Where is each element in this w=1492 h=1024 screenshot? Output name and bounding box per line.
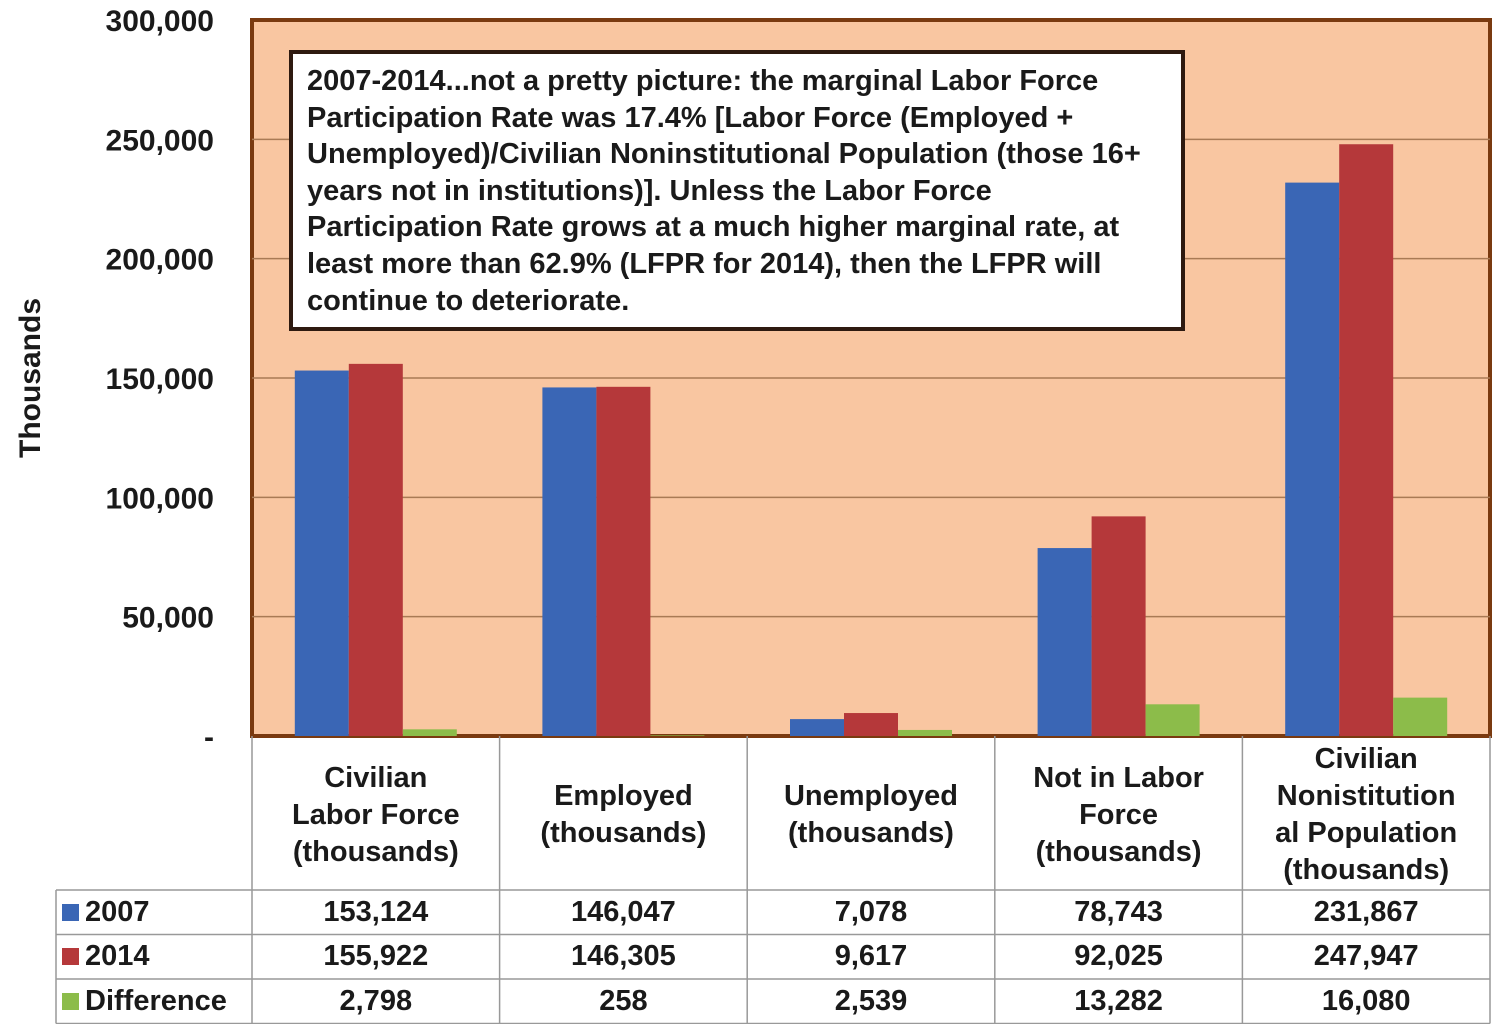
table-cell-2007: 146,047 bbox=[570, 895, 676, 928]
category-label: Not in Labor Force (thousands) bbox=[1033, 761, 1204, 868]
y-tick-label: 250,000 bbox=[106, 124, 214, 157]
table-cell-2007: 7,078 bbox=[834, 895, 908, 928]
legend-entry-difference: Difference bbox=[62, 979, 227, 1023]
y-tick-label: 200,000 bbox=[106, 244, 214, 277]
table-cell-difference: 258 bbox=[599, 984, 648, 1017]
y-tick-label: 300,000 bbox=[106, 5, 214, 38]
table-cell-2007: 78,743 bbox=[1074, 895, 1163, 928]
legend-swatch bbox=[62, 992, 79, 1010]
y-tick-label: 50,000 bbox=[122, 602, 214, 635]
bar-difference-3 bbox=[898, 729, 952, 736]
legend-swatch bbox=[62, 903, 79, 921]
table-cell-2014: 92,025 bbox=[1074, 940, 1163, 972]
legend-label: 2007 bbox=[85, 895, 150, 928]
bar-2014-4 bbox=[1091, 516, 1146, 736]
bar-2007-4 bbox=[1037, 548, 1092, 736]
bar-2007-5 bbox=[1285, 182, 1340, 736]
annotation-box: 2007-2014...not a pretty picture: the ma… bbox=[289, 50, 1185, 331]
category-label: Civilian Nonistitution al Population (th… bbox=[1275, 743, 1458, 886]
table-cell-2014: 155,922 bbox=[323, 940, 429, 972]
table-cell-difference: 2,539 bbox=[834, 984, 908, 1017]
legend-entry-2014: 2014 bbox=[62, 935, 150, 979]
table-cell-2007: 231,867 bbox=[1313, 895, 1419, 928]
annotation-text: 2007-2014...not a pretty picture: the ma… bbox=[307, 65, 1141, 317]
bar-2014-3 bbox=[844, 713, 898, 736]
legend-label: 2014 bbox=[85, 940, 150, 972]
table-cell-2014: 9,617 bbox=[834, 940, 908, 972]
table-cell-2014: 247,947 bbox=[1313, 940, 1419, 972]
legend-swatch bbox=[62, 948, 79, 965]
table-cell-difference: 16,080 bbox=[1321, 984, 1411, 1017]
bar-difference-1 bbox=[402, 729, 457, 736]
legend-label: Difference bbox=[85, 984, 227, 1017]
category-label: Unemployed (thousands) bbox=[783, 780, 958, 849]
bar-2007-1 bbox=[294, 370, 349, 736]
category-label: Employed (thousands) bbox=[540, 780, 707, 849]
table-cell-2014: 146,305 bbox=[570, 940, 676, 972]
table-cell-2007: 153,124 bbox=[323, 895, 429, 928]
bar-2014-2 bbox=[596, 386, 651, 736]
y-tick-label: - bbox=[204, 721, 214, 754]
bar-2007-3 bbox=[790, 719, 844, 736]
bar-2014-1 bbox=[348, 363, 403, 736]
table-cell-difference: 13,282 bbox=[1074, 984, 1163, 1017]
bar-difference-2 bbox=[650, 735, 705, 736]
y-tick-label: 150,000 bbox=[106, 363, 214, 396]
table-cell-difference: 2,798 bbox=[339, 984, 413, 1017]
legend-entry-2007: 2007 bbox=[62, 890, 150, 934]
bar-2014-5 bbox=[1339, 144, 1394, 736]
bar-difference-4 bbox=[1145, 704, 1200, 736]
bar-difference-5 bbox=[1393, 697, 1448, 736]
bar-2007-2 bbox=[542, 387, 597, 736]
y-axis-label: Thousands bbox=[14, 298, 47, 458]
y-tick-label: 100,000 bbox=[106, 482, 214, 515]
category-label: Civilian Labor Force (thousands) bbox=[292, 761, 460, 868]
